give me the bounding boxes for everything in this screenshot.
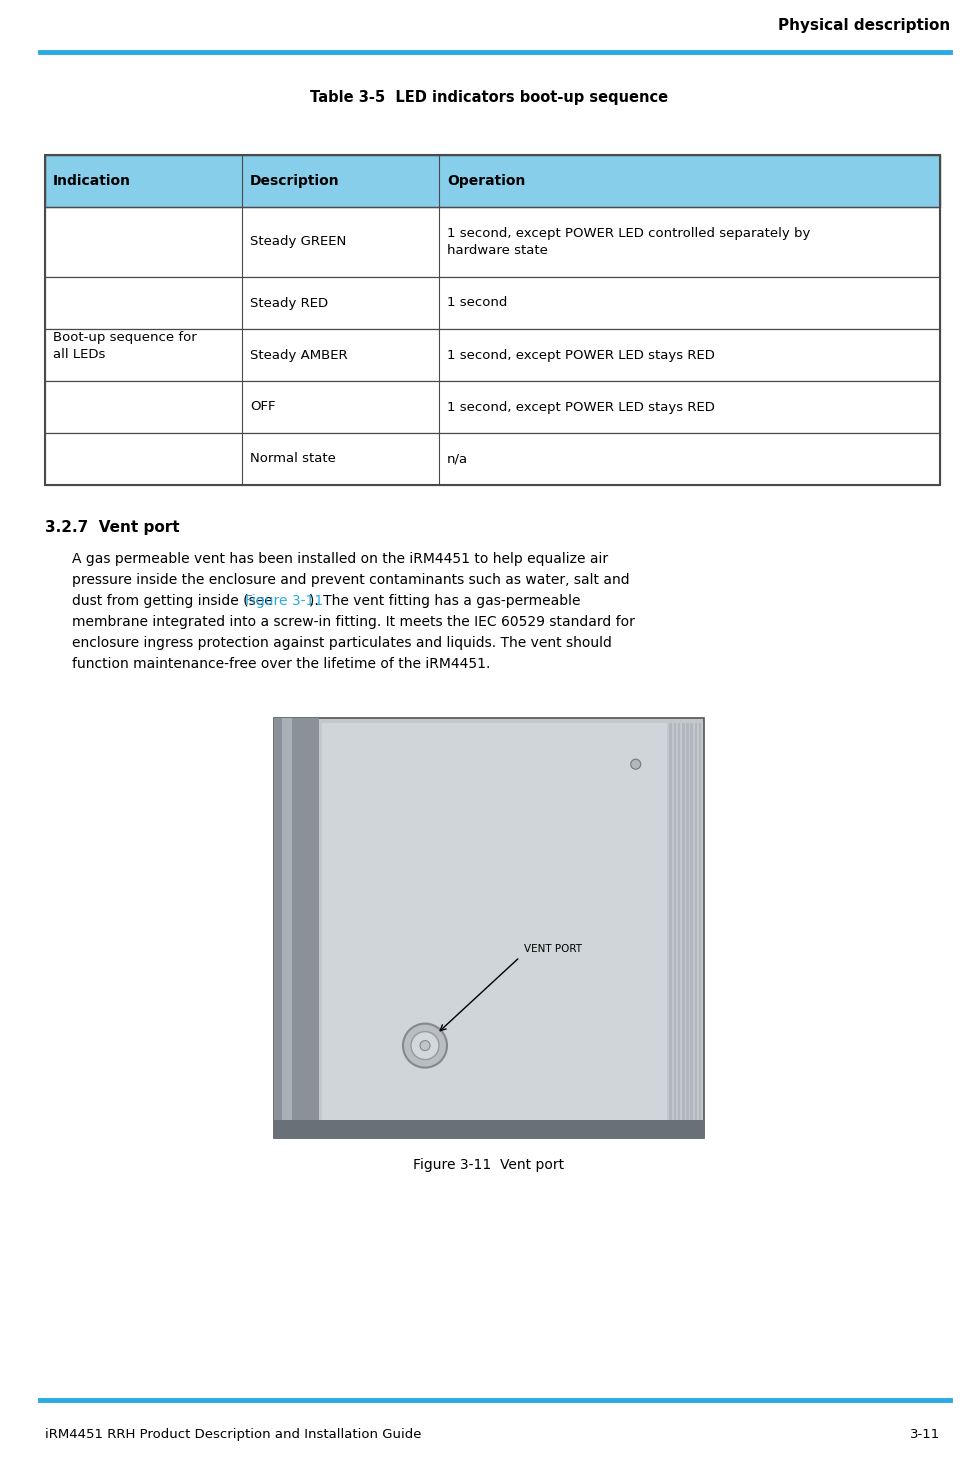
Text: enclosure ingress protection against particulates and liquids. The vent should: enclosure ingress protection against par… [72,636,611,649]
Bar [45,155,939,207]
Bar [322,723,667,1133]
Bar [698,723,700,1133]
Text: 1 second, except POWER LED stays RED: 1 second, except POWER LED stays RED [446,349,714,362]
Bar [45,381,939,432]
Text: 1 second, except POWER LED controlled separately by
hardware state: 1 second, except POWER LED controlled se… [446,227,810,257]
Circle shape [630,759,640,770]
Text: Boot-up sequence for
all LEDs: Boot-up sequence for all LEDs [53,331,197,361]
Text: Figure 3-11  Vent port: Figure 3-11 Vent port [413,1158,564,1171]
Text: VENT PORT: VENT PORT [523,944,581,954]
Text: dust from getting inside (see: dust from getting inside (see [72,594,277,608]
Text: function maintenance-free over the lifetime of the iRM4451.: function maintenance-free over the lifet… [72,657,490,671]
Text: Steady RED: Steady RED [249,296,328,309]
Text: iRM4451 RRH Product Description and Installation Guide: iRM4451 RRH Product Description and Inst… [45,1428,422,1441]
Text: n/a: n/a [446,453,467,466]
Text: Steady AMBER: Steady AMBER [249,349,347,362]
Text: membrane integrated into a screw-in fitting. It meets the IEC 60529 standard for: membrane integrated into a screw-in fitt… [72,616,634,629]
Text: Description: Description [249,174,339,188]
Text: 1 second, except POWER LED stays RED: 1 second, except POWER LED stays RED [446,400,714,413]
Circle shape [403,1023,447,1067]
Bar [274,718,319,1138]
Bar [45,155,939,485]
Text: OFF: OFF [249,400,275,413]
Text: Normal state: Normal state [249,453,335,466]
Text: 3.2.7  Vent port: 3.2.7 Vent port [45,520,179,535]
Bar [274,1120,704,1138]
Bar [677,723,680,1133]
Circle shape [420,1041,429,1051]
Text: Table 3-5  LED indicators boot-up sequence: Table 3-5 LED indicators boot-up sequenc… [310,89,667,106]
Bar [45,328,939,381]
Bar [45,432,939,485]
Text: 3-11: 3-11 [909,1428,939,1441]
Bar [45,277,939,328]
Bar [283,718,292,1138]
Text: Indication: Indication [53,174,131,188]
Text: pressure inside the enclosure and prevent contaminants such as water, salt and: pressure inside the enclosure and preven… [72,573,629,586]
Text: Operation: Operation [446,174,524,188]
Text: A gas permeable vent has been installed on the iRM4451 to help equalize air: A gas permeable vent has been installed … [72,553,607,566]
Text: Figure 3-11: Figure 3-11 [245,594,324,608]
Bar [45,207,939,277]
Bar [669,723,671,1133]
Text: 1 second: 1 second [446,296,507,309]
Text: Physical description: Physical description [777,18,949,34]
Bar [689,723,692,1133]
Bar [682,723,684,1133]
Text: Steady GREEN: Steady GREEN [249,236,346,249]
Bar [686,723,689,1133]
Bar [673,723,676,1133]
Bar [694,723,696,1133]
Text: ). The vent fitting has a gas-permeable: ). The vent fitting has a gas-permeable [309,594,580,608]
Bar [274,718,704,1138]
Circle shape [411,1032,438,1060]
